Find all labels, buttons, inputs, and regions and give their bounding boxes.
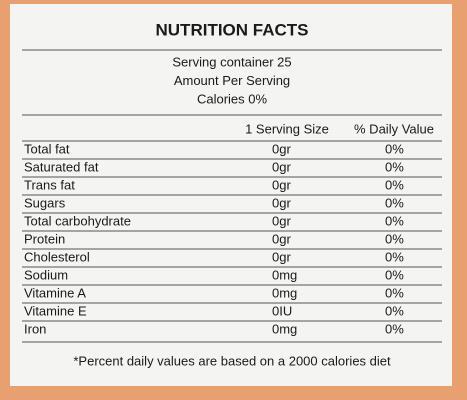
nutrient-name: Protein (24, 231, 65, 246)
daily-value: 0% (385, 177, 404, 192)
nutrient-name: Total carbohydrate (24, 213, 131, 228)
nutrient-name: Total fat (24, 141, 70, 156)
amount: 0gr (272, 231, 291, 246)
nutrient-name: Vitamine E (24, 303, 87, 318)
daily-value: 0% (385, 141, 404, 156)
nutrient-name: Sodium (24, 267, 68, 282)
nutrient-name: Iron (24, 321, 46, 336)
serving-line: Serving container 25 (172, 54, 291, 69)
amount: 0gr (272, 177, 291, 192)
footnote: *Percent daily values are based on a 200… (73, 353, 391, 368)
nutrient-name: Cholesterol (24, 249, 90, 264)
daily-value: 0% (385, 249, 404, 264)
column-header: % Daily Value (354, 121, 434, 136)
nutrient-name: Vitamine A (24, 285, 86, 300)
amount: 0gr (272, 141, 291, 156)
amount: 0gr (272, 159, 291, 174)
amount: 0gr (272, 249, 291, 264)
daily-value: 0% (385, 303, 404, 318)
daily-value: 0% (385, 213, 404, 228)
serving-line: Calories 0% (197, 91, 268, 106)
amount: 0gr (272, 213, 291, 228)
serving-line: Amount Per Serving (174, 73, 290, 88)
daily-value: 0% (385, 285, 404, 300)
nutrient-name: Saturated fat (24, 159, 99, 174)
amount: 0mg (272, 267, 297, 282)
amount: 0mg (272, 321, 297, 336)
amount: 0mg (272, 285, 297, 300)
daily-value: 0% (385, 231, 404, 246)
daily-value: 0% (385, 159, 404, 174)
daily-value: 0% (385, 267, 404, 282)
daily-value: 0% (385, 321, 404, 336)
nutrient-name: Sugars (24, 195, 66, 210)
column-header: 1 Serving Size (245, 121, 329, 136)
title: NUTRITION FACTS (156, 20, 309, 39)
amount: 0gr (272, 195, 291, 210)
daily-value: 0% (385, 195, 404, 210)
amount: 0IU (272, 303, 292, 318)
nutrient-name: Trans fat (24, 177, 75, 192)
